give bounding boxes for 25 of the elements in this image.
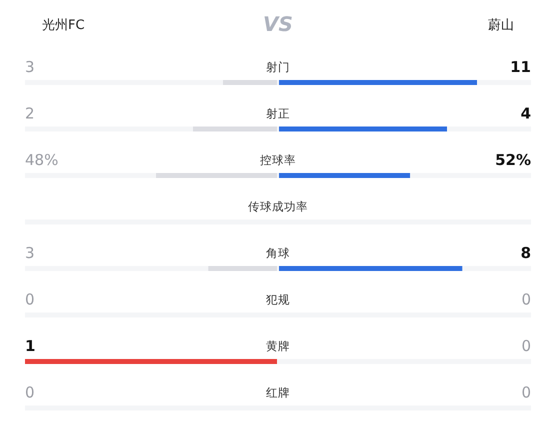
category-label: 犯规 bbox=[266, 292, 290, 306]
category-label: 黄牌 bbox=[266, 339, 290, 353]
data-label: 48% bbox=[25, 151, 58, 169]
data-label: 0 bbox=[25, 290, 35, 308]
text: 蔚山 bbox=[488, 18, 514, 33]
category-label: 角球 bbox=[266, 246, 290, 260]
data-label: 3 bbox=[25, 58, 35, 76]
category-label: 传球成功率 bbox=[248, 200, 308, 214]
data-label: 3 bbox=[25, 244, 35, 262]
data-label: 0 bbox=[521, 337, 531, 355]
text: 光州FC bbox=[42, 18, 85, 33]
data-label: 4 bbox=[520, 104, 531, 122]
data-label: 8 bbox=[520, 244, 531, 262]
data-label: 52% bbox=[495, 151, 531, 169]
category-label: 射门 bbox=[266, 60, 290, 74]
data-label: 0 bbox=[521, 384, 531, 402]
data-label: 0 bbox=[521, 290, 531, 308]
text: VS bbox=[263, 12, 293, 36]
data-label: 2 bbox=[25, 104, 35, 122]
data-label: 11 bbox=[510, 58, 531, 76]
data-label: 0 bbox=[25, 384, 35, 402]
category-label: 红牌 bbox=[266, 386, 290, 400]
data-label: 1 bbox=[25, 337, 36, 355]
category-label: 控球率 bbox=[260, 153, 296, 167]
category-label: 射正 bbox=[266, 106, 290, 120]
